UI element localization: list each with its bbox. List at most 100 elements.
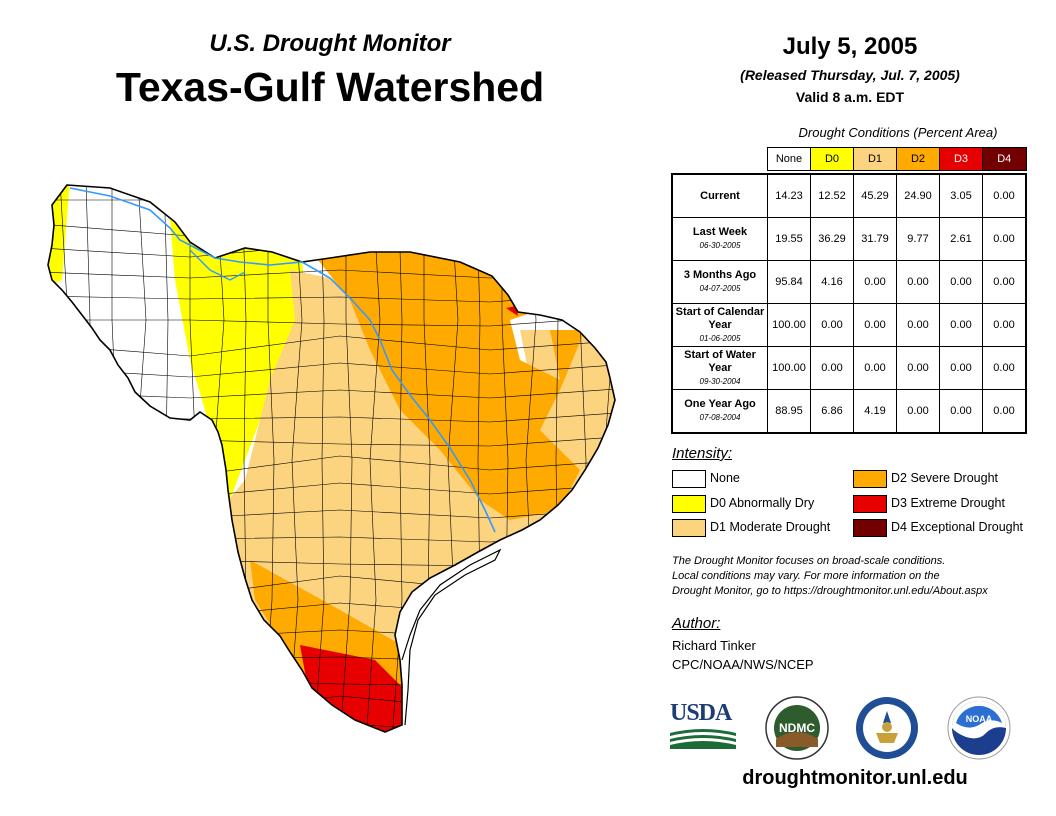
table-row: Current 14.23 12.52 45.29 24.90 3.05 0.00 xyxy=(671,173,1027,218)
table-cell: 0.00 xyxy=(939,346,983,390)
commerce-seal-logo xyxy=(856,697,918,759)
table-cell: 0.00 xyxy=(896,303,940,347)
release-date: (Released Thursday, Jul. 7, 2005) xyxy=(740,67,960,83)
barrier-islands xyxy=(401,548,502,726)
legend-label-d0: D0 Abnormally Dry xyxy=(710,496,815,510)
row-label: Last Week 06-30-2005 xyxy=(671,217,768,261)
col-header-d0: D0 xyxy=(810,147,854,171)
table-cell: 0.00 xyxy=(896,260,940,304)
row-label: Start of Water Year 09-30-2004 xyxy=(671,346,768,390)
row-label: Start of Calendar Year 01-06-2005 xyxy=(671,303,768,347)
legend-swatch-d4 xyxy=(853,519,887,537)
table-cell: 36.29 xyxy=(810,217,854,261)
table-row: Last Week 06-30-2005 19.55 36.29 31.79 9.77 2.… xyxy=(671,217,1027,261)
county-line xyxy=(48,722,615,732)
row-label-text: Start of Calendar Year xyxy=(675,305,765,331)
svg-text:NOAA: NOAA xyxy=(966,714,993,724)
zone-d3-northeast xyxy=(506,306,518,316)
drought-zones xyxy=(48,185,615,732)
table-cell: 0.00 xyxy=(853,346,897,390)
author-heading: Author: xyxy=(672,615,721,632)
note-line: Drought Monitor, go to https://droughtmo… xyxy=(672,585,988,597)
watershed-boundary xyxy=(47,184,616,733)
river-tributary xyxy=(189,249,246,281)
legend-title: Intensity: xyxy=(672,445,733,462)
row-label: One Year Ago 07-08-2004 xyxy=(671,389,768,434)
noaa-logo: NOAA xyxy=(947,696,1011,760)
col-header-none: None xyxy=(767,147,811,171)
county-line xyxy=(48,362,615,378)
row-label-text: One Year Ago xyxy=(684,398,756,410)
county-line xyxy=(48,335,615,357)
col-header-d1: D1 xyxy=(853,147,897,171)
table-row: Start of Water Year 09-30-2004 100.00 0.00 0… xyxy=(671,346,1027,390)
zone-d0-west xyxy=(48,185,70,290)
drought-stats-table: None D0 D1 D2 D3 D4 Current 14.23 12.52 45.… xyxy=(671,147,1027,434)
table-cell: 0.00 xyxy=(853,303,897,347)
table-cell: 9.77 xyxy=(896,217,940,261)
row-date: 01-06-2005 xyxy=(699,333,741,343)
valid-time: Valid 8 a.m. EDT xyxy=(795,89,905,105)
legend-swatch-d1 xyxy=(672,519,706,537)
legend-label-d1: D1 Moderate Drought xyxy=(710,520,831,534)
svg-text:NDMC: NDMC xyxy=(779,721,815,735)
table-cell: 0.00 xyxy=(810,346,854,390)
legend-swatch-d3 xyxy=(853,495,887,513)
table-cell: 100.00 xyxy=(767,346,811,390)
table-row: Start of Calendar Year 01-06-2005 100.00 0.… xyxy=(671,303,1027,347)
row-label: 3 Months Ago 04-07-2005 xyxy=(671,260,768,304)
county-line xyxy=(48,315,615,327)
row-date: 06-30-2005 xyxy=(699,241,741,250)
row-date: 04-07-2005 xyxy=(699,284,741,293)
table-row: One Year Ago 07-08-2004 88.95 6.86 4.19 0.00 0… xyxy=(671,389,1027,434)
row-date: 07-08-2004 xyxy=(699,413,741,422)
disclaimer-note: The Drought Monitor focuses on broad-sca… xyxy=(672,554,1042,599)
legend-label-d4: D4 Exceptional Drought xyxy=(891,520,1024,534)
table-cell: 0.00 xyxy=(982,346,1027,390)
conditions-caption: Drought Conditions (Percent Area) xyxy=(798,125,998,140)
legend-label-d2: D2 Severe Drought xyxy=(891,471,999,485)
col-header-d4: D4 xyxy=(982,147,1027,171)
col-header-d2: D2 xyxy=(896,147,940,171)
table-cell: 0.00 xyxy=(810,303,854,347)
table-cell: 88.95 xyxy=(767,389,811,434)
legend-swatch-d2 xyxy=(853,470,887,488)
author-name: Richard Tinker xyxy=(672,638,756,653)
row-label-text: Current xyxy=(700,189,740,202)
table-cell: 4.16 xyxy=(810,260,854,304)
county-line xyxy=(339,185,353,732)
table-cell: 0.00 xyxy=(982,217,1027,261)
table-cell: 12.52 xyxy=(810,173,854,218)
col-header-d3: D3 xyxy=(939,147,983,171)
table-cell: 6.86 xyxy=(810,389,854,434)
table-cell: 19.55 xyxy=(767,217,811,261)
table-cell: 0.00 xyxy=(896,389,940,434)
table-cell: 0.00 xyxy=(939,260,983,304)
watershed-map xyxy=(47,184,616,733)
county-line xyxy=(599,185,615,732)
table-cell: 14.23 xyxy=(767,173,811,218)
table-cell: 0.00 xyxy=(939,389,983,434)
map-title: Texas-Gulf Watershed xyxy=(115,64,545,110)
map-date: July 5, 2005 xyxy=(782,33,918,60)
note-line: Local conditions may vary. For more info… xyxy=(672,570,940,582)
table-cell: 100.00 xyxy=(767,303,811,347)
table-cell: 0.00 xyxy=(939,303,983,347)
legend-swatch-d0 xyxy=(672,495,706,513)
row-label-text: Start of Water Year xyxy=(684,348,756,374)
website-url[interactable]: droughtmonitor.unl.edu xyxy=(742,767,968,789)
row-label-text: 3 Months Ago xyxy=(683,269,757,281)
table-cell: 31.79 xyxy=(853,217,897,261)
note-line: The Drought Monitor focuses on broad-sca… xyxy=(672,555,946,567)
legend-label-none: None xyxy=(710,471,740,485)
ndmc-logo: NDMC xyxy=(765,696,829,760)
map-subtitle: U.S. Drought Monitor xyxy=(209,30,451,57)
table-row: 3 Months Ago 04-07-2005 95.84 4.16 0.00 0.00 0… xyxy=(671,260,1027,304)
legend-label-d3: D3 Extreme Drought xyxy=(891,496,1005,510)
author-org: CPC/NOAA/NWS/NCEP xyxy=(672,657,814,672)
table-cell: 45.29 xyxy=(853,173,897,218)
table-cell: 95.84 xyxy=(767,260,811,304)
usda-logo: USDA xyxy=(670,700,740,750)
table-header-row: None D0 D1 D2 D3 D4 xyxy=(672,147,1027,171)
row-date: 09-30-2004 xyxy=(699,376,741,386)
